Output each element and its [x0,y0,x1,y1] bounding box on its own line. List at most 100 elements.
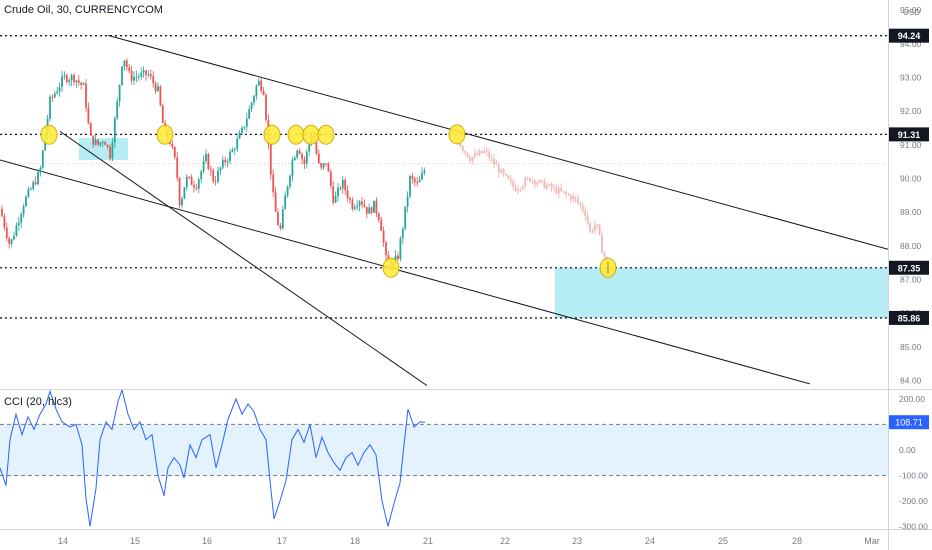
candle-body [116,101,119,119]
level-tag-text: 94.24 [898,31,921,41]
projected-candle-body [550,184,553,189]
candle-body [56,91,59,94]
candle-body [140,72,143,77]
candle-body [27,189,30,197]
candle-body [243,126,246,128]
candle-body [80,82,83,86]
projected-candle-body [533,180,536,185]
projected-candle-body [478,150,481,156]
candle-body [125,60,128,68]
candle-body [411,176,414,179]
level-tag-text: 91.31 [898,130,921,140]
candle-body [399,238,402,260]
touch-marker[interactable] [302,124,320,145]
candle-body [274,192,277,212]
candle-body [73,75,75,83]
time-label: 23 [572,536,582,546]
trendline[interactable] [0,159,811,385]
candle-body [397,255,399,260]
projected-candle-body [509,178,512,182]
touch-marker[interactable] [287,124,305,145]
trendline[interactable] [107,34,889,250]
projected-candle-body [512,181,515,187]
touch-marker[interactable] [156,124,174,145]
candle-body [128,67,131,71]
touch-marker[interactable] [40,124,58,145]
candle-body [421,172,423,180]
candle-body [193,184,195,188]
candle-body [291,160,294,176]
touch-marker[interactable] [448,124,466,145]
projected-candle-body [500,169,503,174]
candle-body [25,196,27,207]
candle-body [176,157,179,178]
cci-tick-label: 0.00 [899,445,916,455]
candle-body [173,147,176,158]
candle-body [279,225,282,229]
price-tick-label: 85.00 [900,342,922,352]
projected-candle-body [569,195,572,200]
touch-marker[interactable] [263,124,281,145]
candle-body [94,139,97,145]
price-tick-label: 88.00 [900,241,922,251]
candle-body [341,179,344,189]
projected-candle-body [531,180,534,182]
candle-body [53,93,56,98]
projected-candle-body [497,165,500,174]
level-tag [889,28,929,43]
candle-body [77,80,80,83]
candle-body [97,139,99,145]
candle-body [418,179,421,183]
candle-body [75,80,78,83]
time-label: 28 [792,536,802,546]
candle-body [387,255,390,261]
projected-candle-body [517,189,519,192]
projected-candle-body [473,153,476,158]
candle-body [233,149,236,151]
candle-body [296,150,299,158]
projected-candle-body [601,234,603,253]
time-label: 17 [277,536,287,546]
candle-body [99,142,102,145]
price-tick-label: 91.00 [900,140,922,150]
touch-marker[interactable] [382,257,400,278]
candle-body [334,196,337,203]
candle-body [183,187,186,199]
candle-body [1,208,3,217]
candle-body [332,185,335,203]
candle-body [298,150,301,154]
candle-body [289,175,291,187]
candle-body [149,74,152,77]
price-tick-label: 95.00 [900,5,922,15]
cci-tick-label: -300.00 [899,521,928,531]
candle-body [325,163,327,165]
time-label: Mar [864,536,880,546]
candle-body [301,153,303,160]
candle-body [377,213,380,220]
candle-body [137,76,140,78]
time-label: 22 [500,536,510,546]
projected-path [457,139,608,264]
trendline[interactable] [59,130,428,387]
candle-body [197,179,200,189]
candle-body [409,176,411,197]
candle-body [61,76,63,88]
candle-body [361,201,363,205]
candle-body [85,83,87,108]
candle-body [423,170,426,173]
candle-body [70,75,73,81]
level-tag [889,127,929,142]
candle-body [161,105,164,124]
touch-marker[interactable] [317,124,335,145]
projected-candle-body [593,224,596,231]
cci-current-value: 108.71 [895,418,923,428]
projected-candle-body [577,198,579,203]
candle-body [104,141,107,145]
candle-body [142,70,145,73]
candle-body [375,200,378,214]
candle-body [22,206,25,215]
candle-body [265,94,267,121]
candle-body [51,96,54,98]
candle-body [20,214,23,223]
